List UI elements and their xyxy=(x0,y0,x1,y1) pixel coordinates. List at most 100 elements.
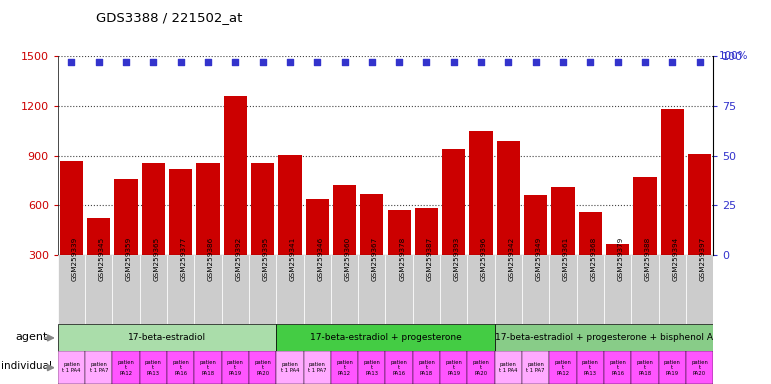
Bar xyxy=(221,351,249,384)
Point xyxy=(257,59,269,65)
Bar xyxy=(388,210,411,305)
Bar xyxy=(87,218,110,305)
Text: patien
t
PA18: patien t PA18 xyxy=(637,360,653,376)
Text: GSM259342: GSM259342 xyxy=(508,237,514,281)
Bar xyxy=(604,255,631,324)
Bar xyxy=(495,324,713,351)
Text: GDS3388 / 221502_at: GDS3388 / 221502_at xyxy=(96,12,243,25)
Bar xyxy=(114,179,138,305)
Bar xyxy=(194,351,222,384)
Text: patien
t
PA16: patien t PA16 xyxy=(609,360,626,376)
Point xyxy=(338,59,351,65)
Point xyxy=(229,59,241,65)
Point xyxy=(530,59,542,65)
Bar xyxy=(661,109,684,305)
Bar xyxy=(551,187,574,305)
Bar xyxy=(386,351,412,384)
Text: patien
t
PA12: patien t PA12 xyxy=(336,360,353,376)
Point xyxy=(502,59,514,65)
Bar xyxy=(113,255,140,324)
Bar xyxy=(440,351,467,384)
Text: GSM259367: GSM259367 xyxy=(372,237,378,281)
Text: patien
t 1 PA4: patien t 1 PA4 xyxy=(499,362,517,373)
Bar xyxy=(606,244,629,305)
Bar xyxy=(524,195,547,305)
Text: GSM259360: GSM259360 xyxy=(345,237,351,281)
Bar xyxy=(224,96,247,305)
Text: patien
t
PA13: patien t PA13 xyxy=(363,360,380,376)
Text: GSM259368: GSM259368 xyxy=(591,237,596,281)
Text: GSM259346: GSM259346 xyxy=(317,237,323,281)
Bar xyxy=(604,351,631,384)
Bar xyxy=(467,255,495,324)
Bar xyxy=(658,351,686,384)
Text: patien
t
PA12: patien t PA12 xyxy=(118,360,134,376)
Bar xyxy=(167,351,194,384)
Text: GSM259396: GSM259396 xyxy=(481,237,487,281)
Text: 17-beta-estradiol + progesterone: 17-beta-estradiol + progesterone xyxy=(310,333,461,343)
Bar xyxy=(331,351,359,384)
Bar xyxy=(686,255,713,324)
Text: GSM259361: GSM259361 xyxy=(563,237,569,281)
Point xyxy=(638,59,651,65)
Text: GSM259349: GSM259349 xyxy=(536,237,542,281)
Point xyxy=(393,59,406,65)
Point xyxy=(584,59,597,65)
Bar xyxy=(140,351,167,384)
Text: patien
t
PA20: patien t PA20 xyxy=(254,360,271,376)
Bar xyxy=(440,255,467,324)
Bar xyxy=(631,351,658,384)
Bar xyxy=(304,255,331,324)
Text: GSM259345: GSM259345 xyxy=(99,237,105,281)
Text: patien
t
PA20: patien t PA20 xyxy=(691,360,708,376)
Bar xyxy=(169,169,192,305)
Point xyxy=(557,59,569,65)
Bar xyxy=(495,255,522,324)
Point xyxy=(666,59,678,65)
Bar xyxy=(167,255,194,324)
Bar xyxy=(579,212,602,305)
Bar xyxy=(522,255,549,324)
Text: patien
t
PA18: patien t PA18 xyxy=(200,360,217,376)
Bar xyxy=(197,163,220,305)
Text: GSM259397: GSM259397 xyxy=(699,237,705,281)
Bar xyxy=(522,351,549,384)
Bar xyxy=(142,163,165,305)
Text: GSM259393: GSM259393 xyxy=(454,237,460,281)
Point xyxy=(66,59,78,65)
Bar xyxy=(333,185,356,305)
Bar xyxy=(58,351,85,384)
Bar xyxy=(194,255,222,324)
Bar xyxy=(276,255,304,324)
Text: patien
t
PA13: patien t PA13 xyxy=(582,360,599,376)
Point xyxy=(448,59,460,65)
Point xyxy=(365,59,378,65)
Bar xyxy=(470,131,493,305)
Point xyxy=(611,59,624,65)
Text: GSM259395: GSM259395 xyxy=(263,237,268,281)
Bar xyxy=(249,351,276,384)
Bar xyxy=(85,255,113,324)
Text: GSM259341: GSM259341 xyxy=(290,237,296,281)
Bar xyxy=(495,351,522,384)
Bar xyxy=(331,255,359,324)
Point xyxy=(147,59,160,65)
Bar xyxy=(686,351,713,384)
Text: individual: individual xyxy=(1,361,52,371)
Bar xyxy=(276,351,304,384)
Point xyxy=(284,59,296,65)
Text: patien
t
PA19: patien t PA19 xyxy=(227,360,244,376)
Text: agent: agent xyxy=(15,331,48,342)
Bar xyxy=(113,351,140,384)
Text: GSM259392: GSM259392 xyxy=(235,237,241,281)
Bar xyxy=(577,351,604,384)
Text: GSM259388: GSM259388 xyxy=(645,237,651,281)
Point xyxy=(475,59,487,65)
Bar xyxy=(60,161,83,305)
Point xyxy=(311,59,323,65)
Point xyxy=(93,59,105,65)
Bar xyxy=(415,208,438,305)
Bar xyxy=(442,149,466,305)
Text: 17-beta-estradiol: 17-beta-estradiol xyxy=(128,333,206,343)
Point xyxy=(174,59,187,65)
